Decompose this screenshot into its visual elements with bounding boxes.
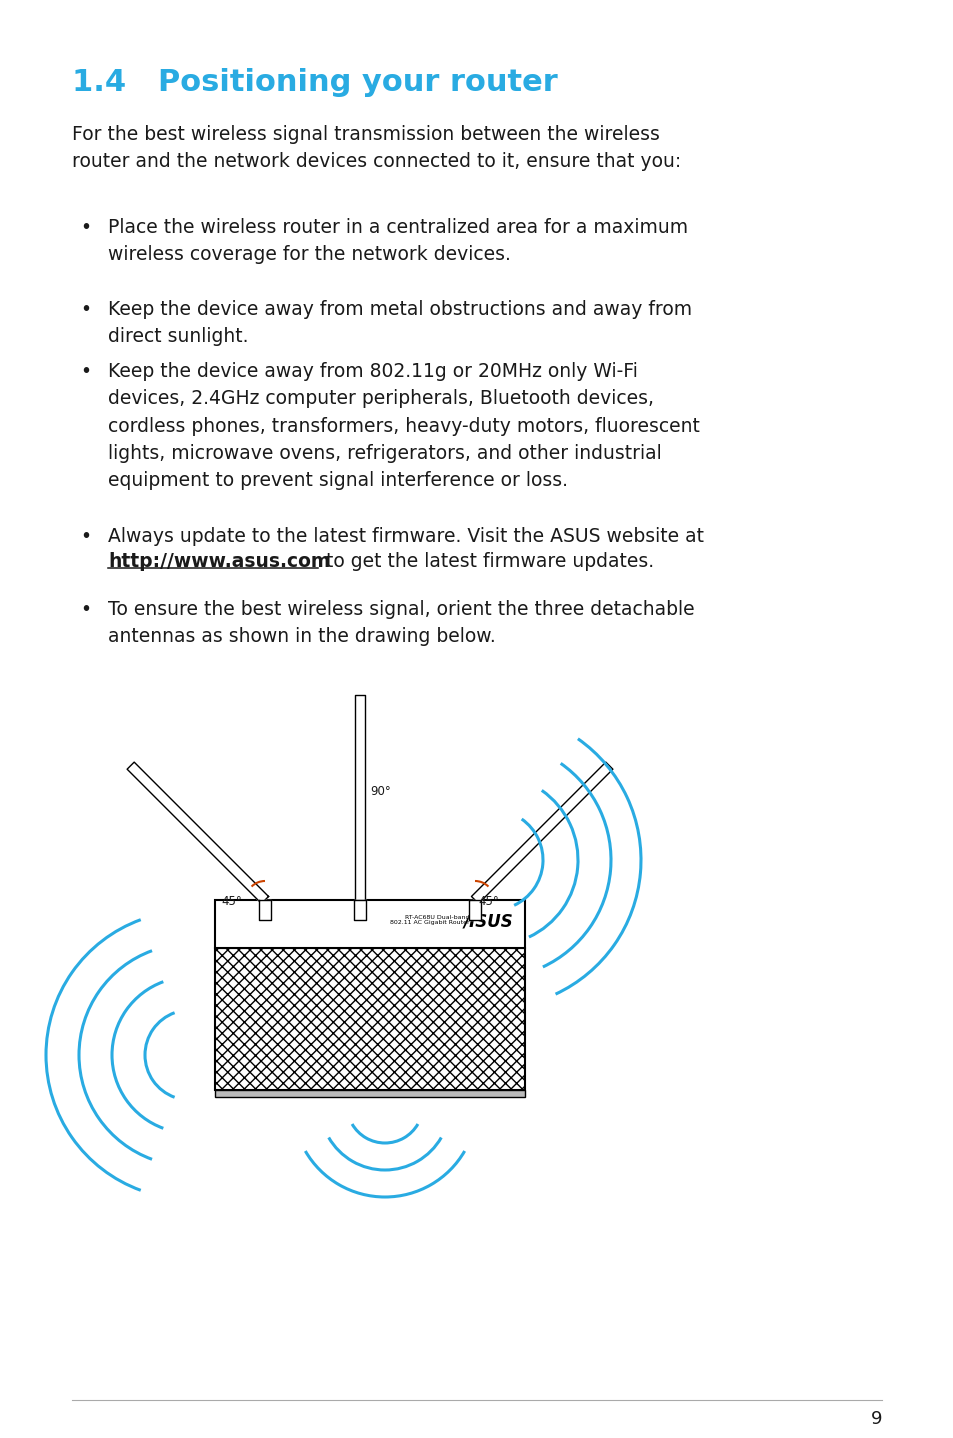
Polygon shape [471,762,612,903]
Text: •: • [80,526,91,546]
Text: Place the wireless router in a centralized area for a maximum
wireless coverage : Place the wireless router in a centraliz… [108,219,687,265]
Text: 90°: 90° [370,785,391,798]
Text: 9: 9 [869,1411,882,1428]
Polygon shape [355,695,365,900]
Text: For the best wireless signal transmission between the wireless
router and the ne: For the best wireless signal transmissio… [71,125,680,171]
Polygon shape [127,762,268,903]
Text: Keep the device away from 802.11g or 20MHz only Wi-Fi
devices, 2.4GHz computer p: Keep the device away from 802.11g or 20M… [108,362,700,490]
Text: 1.4   Positioning your router: 1.4 Positioning your router [71,68,558,96]
Text: Keep the device away from metal obstructions and away from
direct sunlight.: Keep the device away from metal obstruct… [108,301,691,347]
Text: To ensure the best wireless signal, orient the three detachable
antennas as show: To ensure the best wireless signal, orie… [108,600,694,646]
Polygon shape [469,900,480,920]
Text: Always update to the latest firmware. Visit the ASUS website at: Always update to the latest firmware. Vi… [108,526,703,546]
Polygon shape [354,900,366,920]
Text: 45°: 45° [221,894,241,907]
Text: 45°: 45° [477,894,498,907]
Polygon shape [258,900,271,920]
Bar [214,1090,524,1097]
Text: RT-AC68U Dual-band
802.11 AC Gigabit Router: RT-AC68U Dual-band 802.11 AC Gigabit Rou… [390,915,470,926]
Text: •: • [80,362,91,381]
Text: /ISUS: /ISUS [463,913,513,930]
Text: •: • [80,301,91,319]
Text: to get the latest firmware updates.: to get the latest firmware updates. [319,552,654,571]
Text: •: • [80,600,91,618]
Text: http://www.asus.com: http://www.asus.com [108,552,330,571]
Bar [214,900,524,948]
Text: •: • [80,219,91,237]
Bar [214,948,524,1090]
